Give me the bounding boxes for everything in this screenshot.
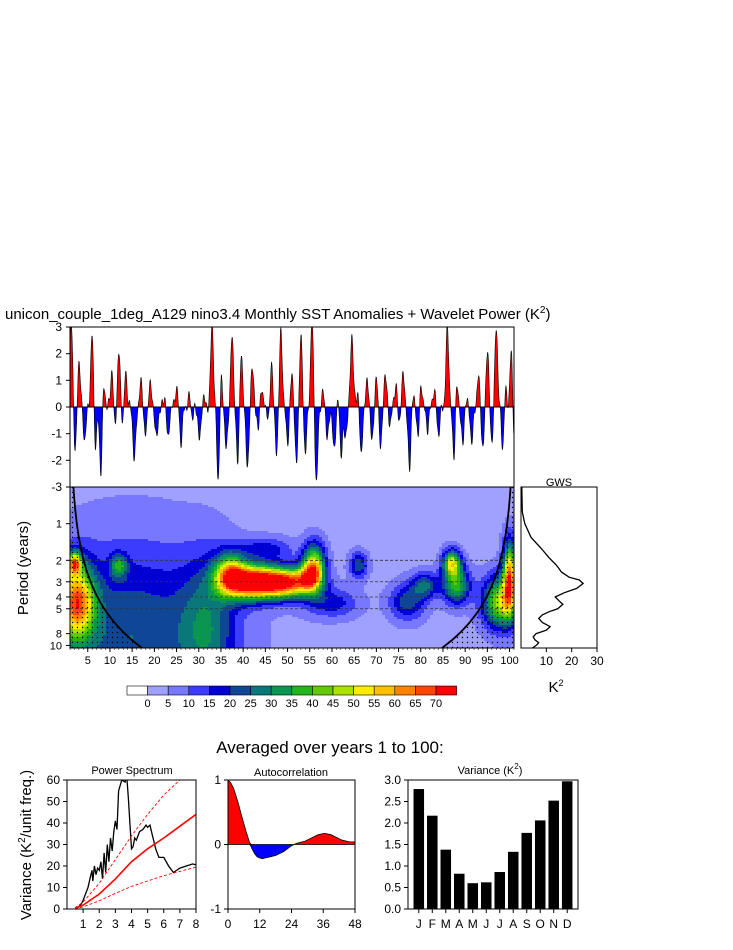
positive-anomaly-area: [70, 322, 514, 407]
wavelet-heatmap: [70, 487, 514, 649]
anomaly-tick-label: 0: [55, 400, 62, 414]
anomaly-fill: [70, 322, 514, 480]
anomaly-tick-label: -2: [51, 453, 62, 467]
anomaly-axis: 3 2 1 0 -1 -2 -3: [51, 320, 70, 494]
anomaly-tick-label: 3: [55, 320, 62, 334]
anomaly-panel: 3 2 1 0 -1 -2 -3: [51, 320, 514, 494]
main-title: unicon_couple_1deg_A129 nino3.4 Monthly …: [5, 305, 550, 323]
anomaly-tick-label: 2: [55, 347, 62, 361]
anomaly-tick-label: -3: [51, 480, 62, 494]
anomaly-tick-label: 1: [55, 373, 62, 387]
anomaly-tick-label: -1: [51, 427, 62, 441]
negative-anomaly-area: [70, 407, 514, 480]
